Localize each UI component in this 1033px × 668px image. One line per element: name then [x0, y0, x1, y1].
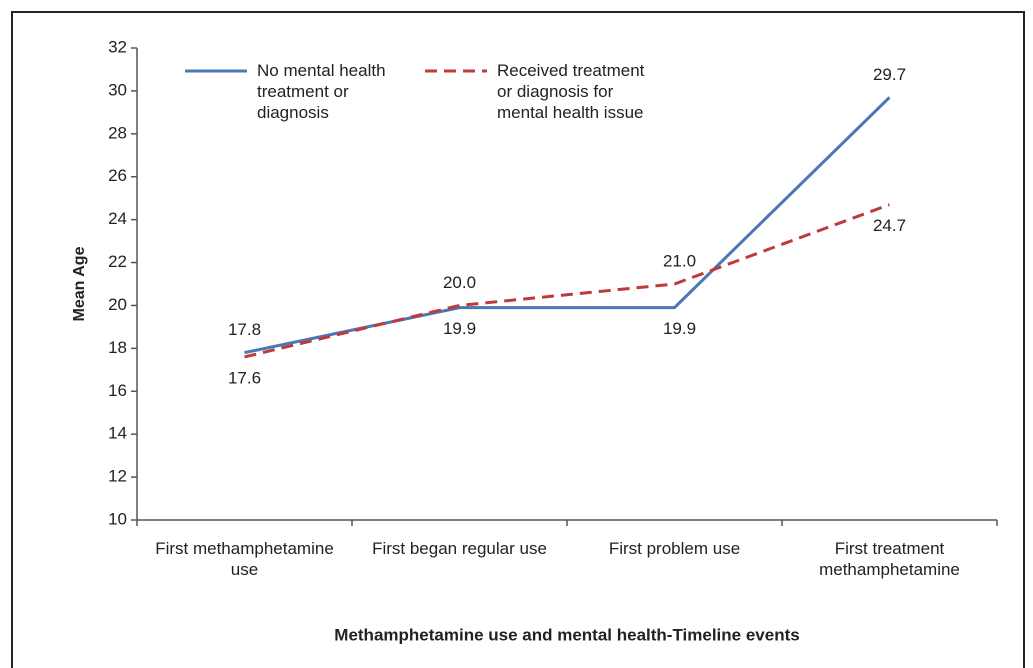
value-label: 17.6: [228, 368, 261, 387]
y-tick-label: 12: [108, 467, 127, 486]
y-tick-label: 20: [108, 295, 127, 314]
chart-frame: [11, 11, 1025, 668]
series-line: [244, 96, 891, 355]
legend-label-box: Received treatment or diagnosis for ment…: [497, 61, 645, 122]
y-tick-label: 14: [108, 424, 127, 443]
y-tick-label: 18: [108, 338, 127, 357]
value-label: 19.9: [663, 319, 696, 338]
y-tick-label: 16: [108, 381, 127, 400]
value-label: 20.0: [443, 273, 476, 292]
legend-label: Received treatment or diagnosis for ment…: [497, 61, 645, 122]
y-tick-label: 10: [108, 509, 127, 528]
series-line: [244, 203, 891, 359]
x-tick-label-box: First methamphetamine use: [155, 539, 334, 579]
x-tick-label: First began regular use: [372, 539, 547, 558]
x-tick-label-box: First treatment methamphetamine: [819, 539, 960, 579]
legend-label-box: No mental health treatment or diagnosis: [257, 61, 386, 122]
x-tick-label: First treatment methamphetamine: [819, 539, 960, 579]
x-tick-label: First problem use: [608, 539, 741, 558]
value-label: 19.9: [443, 319, 476, 338]
value-label: 24.7: [873, 216, 906, 235]
x-tick-label-box: First problem use: [608, 539, 741, 558]
y-axis-label: Mean Age: [71, 246, 88, 321]
y-tick-label: 26: [108, 166, 127, 185]
value-label: 21.0: [663, 251, 696, 270]
y-tick-label: 28: [108, 123, 127, 142]
value-label: 29.7: [873, 65, 906, 84]
y-tick-label: 32: [108, 37, 127, 56]
x-tick-label: First methamphetamine use: [155, 539, 334, 579]
x-tick-label-box: First began regular use: [372, 539, 547, 558]
value-label: 17.8: [228, 320, 261, 339]
y-tick-label: 22: [108, 252, 127, 271]
legend-label: No mental health treatment or diagnosis: [257, 61, 386, 122]
x-axis-label: Methamphetamine use and mental health-Ti…: [334, 625, 799, 644]
y-tick-label: 24: [108, 209, 127, 228]
y-tick-label: 30: [108, 80, 127, 99]
